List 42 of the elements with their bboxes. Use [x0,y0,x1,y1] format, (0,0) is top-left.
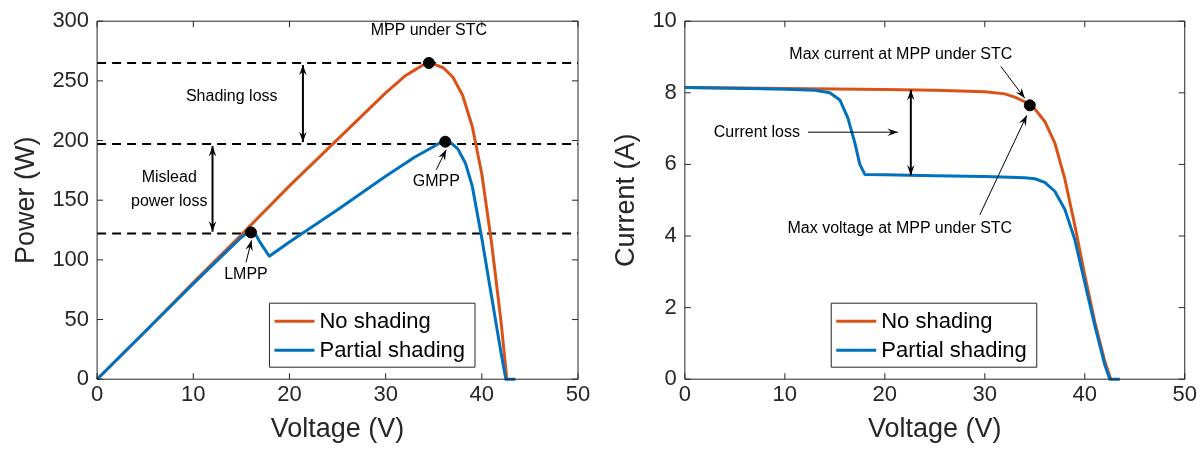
y-tick-label: 300 [52,7,90,33]
y-tick-label: 8 [664,78,677,104]
legend-label: Partial shading [881,337,1027,363]
y-tick-label: 0 [664,365,677,391]
annotation: Max current at MPP under STC [789,44,1013,62]
x-tick-label: 10 [772,381,798,407]
legend-label: Partial shading [319,337,466,363]
y-tick-label: 0 [76,365,90,391]
x-tick-label: 40 [1072,381,1098,407]
x-tick-label: 30 [373,381,398,407]
annotation: Shading loss [185,86,278,104]
y-tick-label: 250 [52,66,90,92]
annotation: MPP under STC [370,21,488,39]
x-tick-label: 30 [972,381,998,407]
y-axis-title: Current (A) [609,133,640,267]
legend-label: No shading [881,308,993,334]
annotation: Max voltage at MPP under STC [787,219,1013,237]
x-tick-label: 10 [181,381,206,407]
y-tick-label: 100 [52,245,90,271]
annotation: GMPP [412,172,460,190]
y-axis-title: Power (W) [9,136,40,264]
legend-label: No shading [319,308,431,334]
x-axis-title: Voltage (V) [270,413,405,444]
point [244,226,257,239]
y-tick-label: 150 [52,186,90,212]
y-tick-label: 4 [664,222,677,248]
x-tick-label: 50 [1172,381,1198,407]
point [439,135,452,148]
annotation: LMPP [224,264,268,282]
x-tick-label: 50 [565,381,591,407]
x-tick-label: 20 [277,381,302,407]
annotation: Mislead power loss [131,167,208,209]
y-tick-label: 10 [652,7,677,33]
x-tick-label: 20 [872,381,898,407]
x-axis-title: Voltage (V) [868,413,1002,444]
x-tick-label: 40 [469,381,495,407]
annotation: Current loss [713,122,800,140]
y-tick-label: 50 [64,305,90,331]
y-tick-label: 200 [52,126,90,152]
y-tick-label: 2 [664,293,677,319]
y-tick-label: 6 [664,150,677,176]
point [422,56,435,69]
